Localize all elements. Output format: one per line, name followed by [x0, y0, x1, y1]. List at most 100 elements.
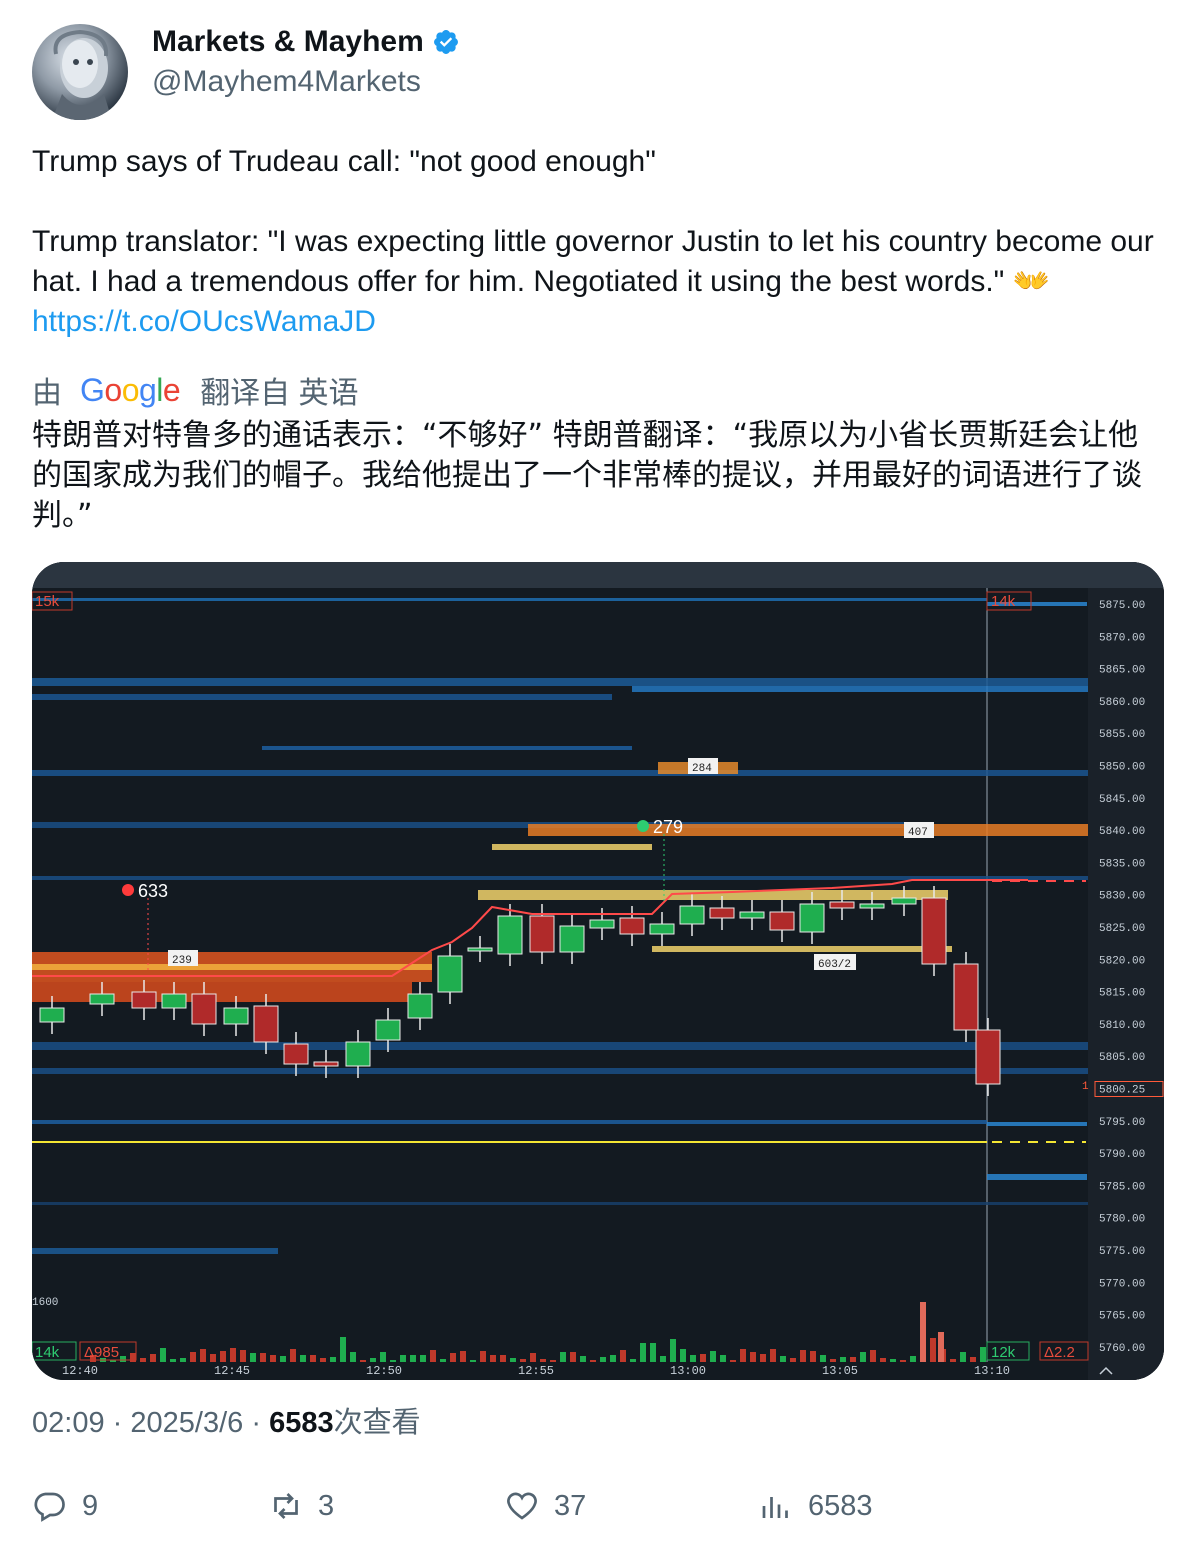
liquidity-band: [32, 598, 987, 601]
box-407: 407: [908, 827, 928, 839]
price-axis-label: 5805.00: [1099, 1052, 1145, 1064]
chevron-up-icon[interactable]: [1099, 1366, 1113, 1375]
volume-bar: [720, 1355, 726, 1362]
current-price-marker: 1: [1082, 1081, 1089, 1093]
heart-icon: [507, 1492, 537, 1520]
candle-body: [253, 1005, 279, 1043]
volume-bar: [190, 1352, 196, 1362]
candle-body: [589, 919, 615, 929]
price-axis-label: 5780.00: [1099, 1214, 1145, 1226]
volume-bar: [120, 1356, 126, 1362]
liquidity-band: [652, 946, 952, 952]
volume-bar: [780, 1356, 786, 1362]
liquidity-band: [32, 770, 1088, 776]
view-count: 6583: [269, 1407, 334, 1439]
liquidity-band: [32, 964, 432, 970]
reply-button[interactable]: 9: [32, 1488, 98, 1524]
volume-bar: [150, 1354, 156, 1362]
price-axis-label: 5760.00: [1099, 1343, 1145, 1355]
author-name-row[interactable]: Markets & Mayhem: [152, 24, 460, 60]
robot-avatar-image: [52, 29, 112, 120]
repost-icon: [274, 1493, 298, 1519]
bottom-left-volume: 14k: [35, 1344, 60, 1361]
tweet-date[interactable]: 2025/3/6: [130, 1407, 244, 1439]
price-axis-label: 5830.00: [1099, 891, 1145, 903]
volume-bar: [900, 1360, 906, 1362]
verified-badge-icon: [433, 30, 458, 54]
candle-body: [375, 1019, 401, 1041]
display-name[interactable]: Markets & Mayhem: [152, 25, 424, 58]
like-count: 37: [554, 1489, 587, 1522]
liquidity-band: [632, 686, 1088, 692]
volume-bar: [170, 1359, 176, 1362]
volume-bar: [280, 1356, 286, 1362]
candle-body: [39, 1007, 65, 1023]
volume-bar: [750, 1352, 756, 1362]
tweet-time[interactable]: 02:09: [32, 1407, 105, 1439]
volume-bar: [260, 1353, 266, 1362]
like-button[interactable]: 37: [504, 1488, 586, 1524]
candle-body: [829, 901, 855, 909]
time-axis-label: 13:00: [670, 1364, 706, 1378]
volume-bar: [480, 1351, 486, 1362]
price-axis-label: 5855.00: [1099, 729, 1145, 741]
price-axis-label: 5790.00: [1099, 1149, 1145, 1161]
translated-by-row[interactable]: 由 Google 翻译自 英语: [32, 368, 359, 412]
sell-marker-icon: [122, 884, 134, 896]
repost-button[interactable]: 3: [268, 1488, 334, 1524]
liquidity-band: [32, 678, 1088, 686]
candle-body: [407, 993, 433, 1019]
volume-bar: [790, 1358, 796, 1362]
volume-bar: [550, 1360, 556, 1362]
price-axis-label: 5845.00: [1099, 794, 1145, 806]
volume-bar: [370, 1358, 376, 1362]
volume-bar: [460, 1351, 466, 1362]
volume-bar: [320, 1358, 326, 1362]
candle-body: [799, 903, 825, 933]
time-axis-label: 12:45: [214, 1364, 250, 1378]
candle-body: [467, 947, 493, 952]
time-axis-label: 12:50: [366, 1364, 402, 1378]
chart-image[interactable]: 633 279 239 284 407 603/2 15k 14k 1600 1…: [32, 562, 1164, 1380]
price-axis-label: 5820.00: [1099, 955, 1145, 967]
volume-bar: [600, 1357, 606, 1362]
volume-bar: [740, 1349, 746, 1362]
liquidity-band: [492, 844, 652, 850]
candle-body: [559, 925, 585, 953]
volume-bar: [950, 1359, 956, 1362]
volume-bar: [400, 1355, 406, 1362]
price-axis-label: 5810.00: [1099, 1020, 1145, 1032]
analytics-icon: [762, 1497, 788, 1518]
volume-scale-label: 1600: [32, 1297, 58, 1309]
candle-body: [679, 905, 705, 925]
volume-bar: [230, 1348, 236, 1362]
callout-633: 633: [138, 881, 168, 901]
price-axis-label: 5835.00: [1099, 858, 1145, 870]
candle-body: [975, 1029, 1001, 1085]
corner-top-right: 14k: [991, 593, 1016, 610]
views-button[interactable]: 6583: [758, 1488, 873, 1524]
candle-body: [191, 993, 217, 1025]
volume-bar: [610, 1355, 616, 1362]
price-axis-label: 5795.00: [1099, 1117, 1145, 1129]
repost-count: 3: [318, 1489, 335, 1522]
candle-body: [769, 911, 795, 931]
price-axis-label: 5785.00: [1099, 1181, 1145, 1193]
author-handle[interactable]: @Mayhem4Markets: [152, 65, 421, 98]
volume-bar: [490, 1355, 496, 1362]
avatar[interactable]: [32, 24, 128, 120]
candle-body: [89, 993, 115, 1005]
bottom-right-delta: Δ2.2: [1044, 1344, 1075, 1361]
price-axis-label: 5765.00: [1099, 1311, 1145, 1323]
tweet-link[interactable]: https://t.co/OUcsWamaJD: [32, 305, 376, 338]
volume-bar: [820, 1355, 826, 1362]
view-suffix: 次查看: [333, 1407, 421, 1439]
price-axis-label: 5815.00: [1099, 988, 1145, 1000]
volume-bar: [660, 1356, 666, 1362]
candle-body: [891, 897, 917, 905]
volume-bar: [810, 1351, 816, 1362]
liquidity-band: [478, 890, 948, 900]
volume-bar: [570, 1352, 576, 1362]
volume-bar: [380, 1352, 386, 1362]
box-284: 284: [692, 763, 712, 775]
